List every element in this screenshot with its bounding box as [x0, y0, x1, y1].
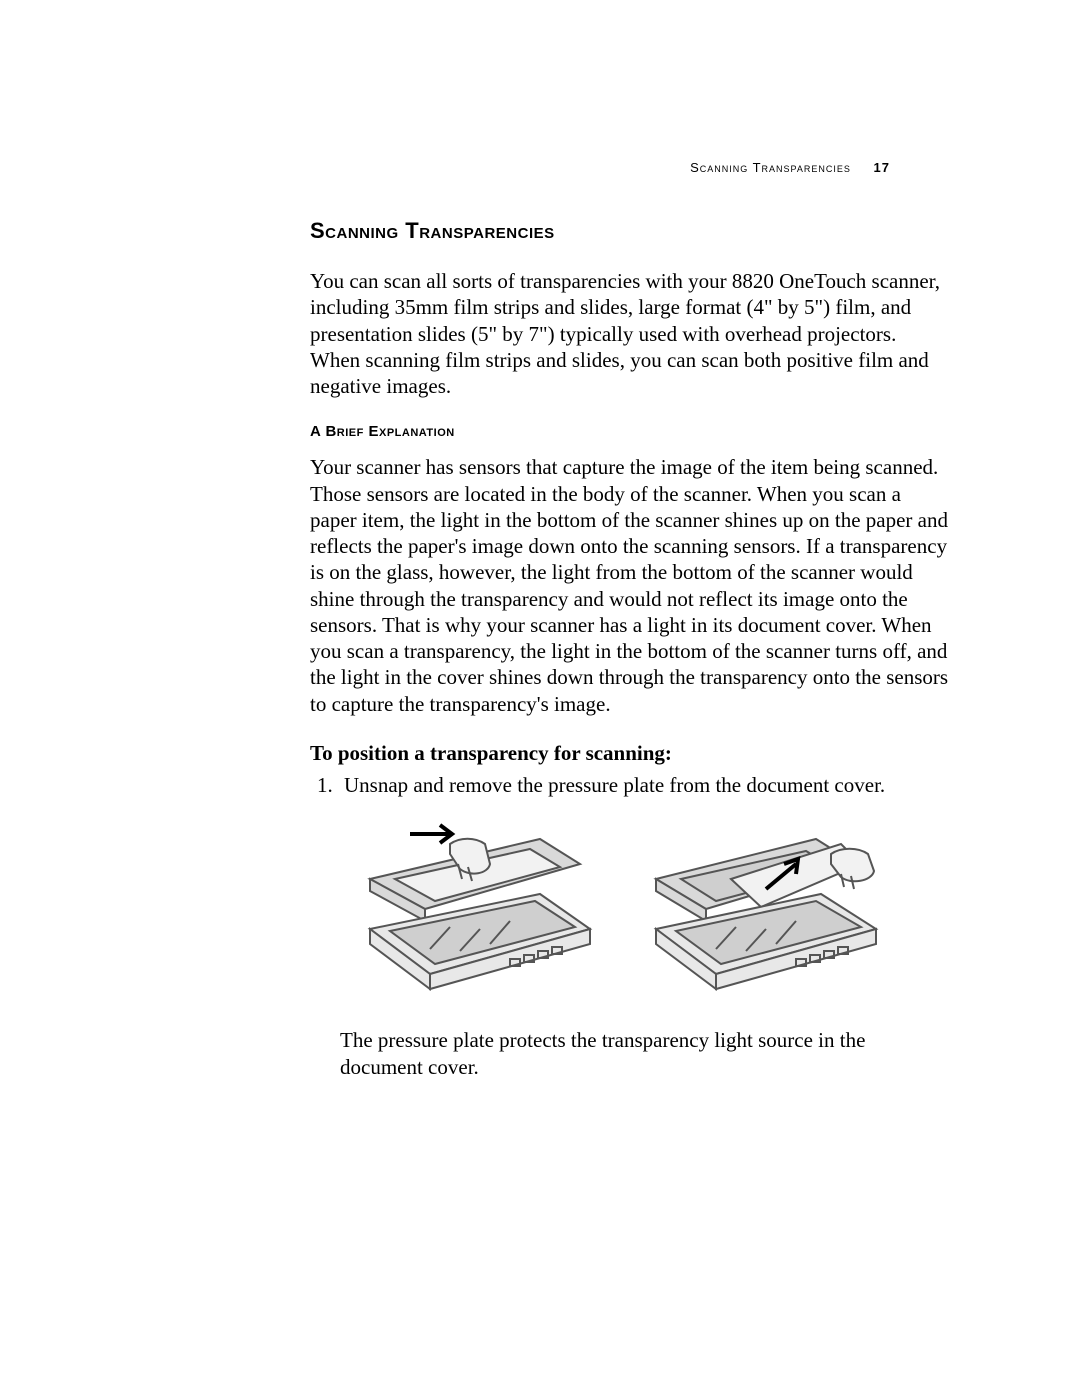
step-1: Unsnap and remove the pressure plate fro…	[338, 772, 950, 799]
explanation-paragraph: Your scanner has sensors that capture th…	[310, 454, 950, 717]
scanner-remove-plate-illustration	[636, 809, 896, 1009]
post-figure-note: The pressure plate protects the transpar…	[340, 1027, 950, 1082]
running-header-page: 17	[874, 160, 890, 175]
subsection-title: A Brief Explanation	[310, 423, 950, 440]
intro-paragraph: You can scan all sorts of transparencies…	[310, 268, 950, 399]
procedure-heading: To position a transparency for scanning:	[310, 741, 950, 766]
section-title: Scanning Transparencies	[310, 218, 950, 244]
scanner-unsnap-illustration	[340, 809, 600, 1009]
figure-row	[340, 809, 950, 1009]
running-header-text: Scanning Transparencies	[690, 160, 851, 175]
step-list: Unsnap and remove the pressure plate fro…	[310, 772, 950, 799]
document-page: Scanning Transparencies 17 Scanning Tran…	[0, 0, 1080, 1397]
running-header: Scanning Transparencies 17	[690, 160, 890, 175]
content-area: Scanning Transparencies You can scan all…	[310, 218, 950, 1082]
